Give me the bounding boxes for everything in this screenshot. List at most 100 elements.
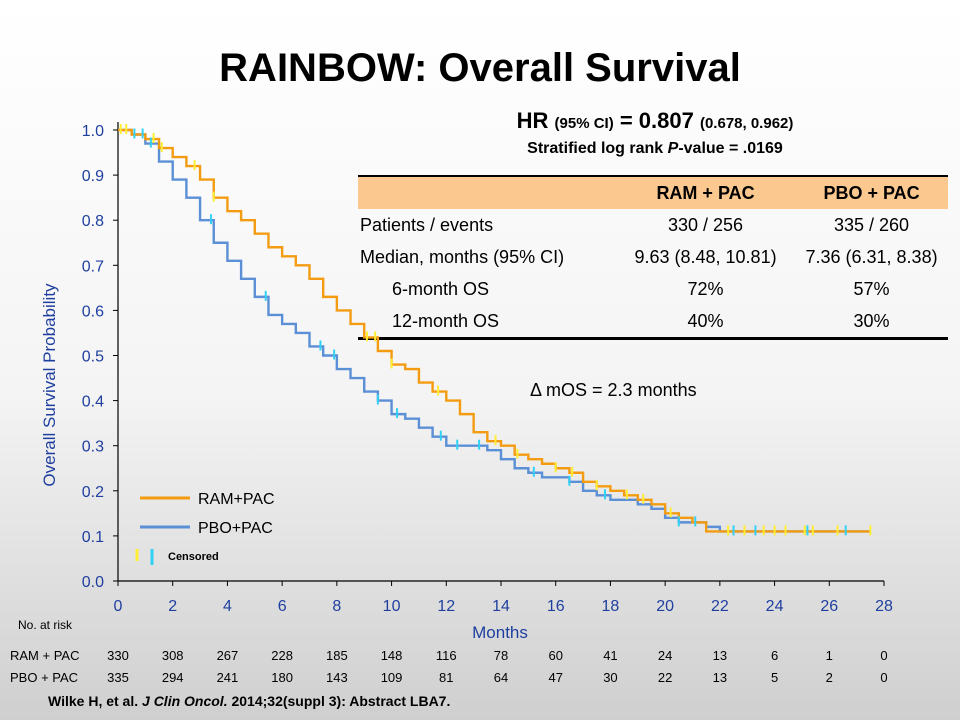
y-tick-label: 0.2 [82,484,104,501]
hr-value: = 0.807 [619,108,694,133]
log-rank-pvalue: Stratified log rank P-value = .0169 [480,140,830,158]
risk-value-pbo: 143 [325,670,348,685]
stats-cell-label: Patients / events [360,214,494,235]
pvalue-text-a: Stratified log rank [527,140,668,157]
stats-header-row: RAM + PAC PBO + PAC [358,175,948,209]
stats-header-pbo: PBO + PAC [795,175,948,209]
y-tick-label: 0.5 [82,349,104,366]
risk-value-ram: 41 [603,648,618,663]
y-tick-label: 0.4 [82,394,104,411]
stats-row: 12-month OS 40% 30% [358,305,948,340]
risk-value-pbo: 47 [548,670,563,685]
risk-value-ram: 228 [271,648,293,663]
delta-median-os: Δ mOS = 2.3 months [530,380,697,400]
ram-survival-curve [118,128,871,533]
citation-authors: Wilke H, et al. [48,693,143,709]
stats-cell-ram: 72% [687,278,724,299]
citation: Wilke H, et al. J Clin Oncol. 2014;32(su… [48,693,450,709]
risk-value-ram: 6 [770,648,779,663]
risk-value-pbo: 2 [825,670,833,685]
pvalue-p: P [667,140,679,157]
stats-cell-label: 12-month OS [358,305,616,340]
legend-label-pbo: PBO+PAC [198,520,273,537]
risk-value-pbo: 13 [712,670,728,685]
stats-header-blank [358,175,616,209]
stats-row: Median, months (95% CI) 9.63 (8.48, 10.8… [358,241,948,273]
stats-cell-ram: 9.63 (8.48, 10.81) [634,246,777,267]
x-tick-label: 10 [383,598,401,615]
x-tick-label: 4 [223,598,232,615]
risk-value-pbo: 0 [880,670,888,685]
x-tick-label: 0 [114,598,123,615]
pvalue-text-b: -value = .0169 [678,140,783,157]
risk-row-label-ram: RAM + PAC [10,648,80,663]
slide-title: RAINBOW: Overall Survival [219,46,741,90]
stats-cell-pbo: 335 / 260 [833,214,910,235]
stats-cell-pbo: 7.36 (6.31, 8.38) [805,246,938,267]
y-tick-label: 0.0 [82,574,104,591]
x-tick-label: 26 [820,598,838,615]
risk-value-pbo: 109 [380,670,403,685]
risk-value-ram: 1 [825,648,833,663]
legend-label-censored: Censored [168,551,219,563]
risk-value-ram: 0 [880,648,888,663]
stats-cell-ram: 330 / 256 [667,214,744,235]
y-axis-label: Overall Survival Probability [40,283,59,487]
x-axis-label: Months [472,623,528,642]
y-tick-label: 1.0 [82,123,104,140]
legend-label-ram: RAM+PAC [198,491,275,508]
pbo-survival-curve [118,128,871,533]
risk-value-ram: 185 [325,648,348,663]
risk-value-ram: 308 [161,648,184,663]
citation-journal: J Clin Oncol. [142,693,228,709]
risk-value-pbo: 30 [603,670,618,685]
x-tick-label: 12 [437,598,455,615]
y-tick-label: 0.8 [82,213,104,230]
stats-cell-ram: 40% [616,305,796,340]
x-tick-label: 28 [875,598,893,615]
y-tick-label: 0.1 [82,529,104,546]
x-tick-label: 8 [332,598,341,615]
citation-details: 2014;32(suppl 3): Abstract LBA7. [227,693,451,709]
risk-row-label-pbo: PBO + PAC [10,670,79,685]
x-tick-label: 16 [547,598,565,615]
stats-cell-label: 6-month OS [392,278,490,299]
risk-value-ram: 116 [435,648,457,663]
hr-prefix: HR [516,108,549,133]
stats-cell-pbo: 30% [795,305,948,340]
stats-row: 6-month OS 72% 57% [358,273,948,305]
risk-value-pbo: 81 [439,670,454,685]
risk-value-pbo: 180 [271,670,293,685]
risk-value-pbo: 64 [493,670,509,685]
risk-value-ram: 13 [712,648,728,663]
stats-row: Patients / events 330 / 256 335 / 260 [358,209,948,241]
risk-value-ram: 267 [216,648,239,663]
x-tick-label: 14 [492,598,510,615]
survival-stats-table: RAM + PAC PBO + PAC Patients / events 33… [358,175,948,340]
y-tick-label: 0.3 [82,439,104,456]
x-tick-label: 18 [602,598,620,615]
risk-value-ram: 148 [380,648,403,663]
risk-table-title: No. at risk [18,618,73,632]
y-tick-label: 0.6 [82,303,104,320]
risk-value-pbo: 294 [161,670,184,685]
y-tick-label: 0.7 [82,258,104,275]
stats-header-ram: RAM + PAC [616,175,796,209]
risk-value-ram: 60 [548,648,563,663]
y-tick-label: 0.9 [82,168,104,185]
hr-ci: (0.678, 0.962) [699,115,794,132]
x-tick-label: 2 [168,598,177,615]
hr-ci-label: (95% CI) [554,115,614,132]
x-tick-label: 22 [711,598,729,615]
risk-value-pbo: 335 [107,670,129,685]
risk-value-ram: 78 [493,648,509,663]
x-tick-label: 24 [766,598,784,615]
x-tick-label: 6 [278,598,287,615]
stats-cell-label: Median, months (95% CI) [360,246,565,267]
x-tick-label: 20 [656,598,674,615]
risk-value-ram: 24 [657,648,673,663]
risk-value-ram: 330 [107,648,129,663]
stats-cell-pbo: 57% [853,278,890,299]
risk-value-pbo: 5 [770,670,779,685]
